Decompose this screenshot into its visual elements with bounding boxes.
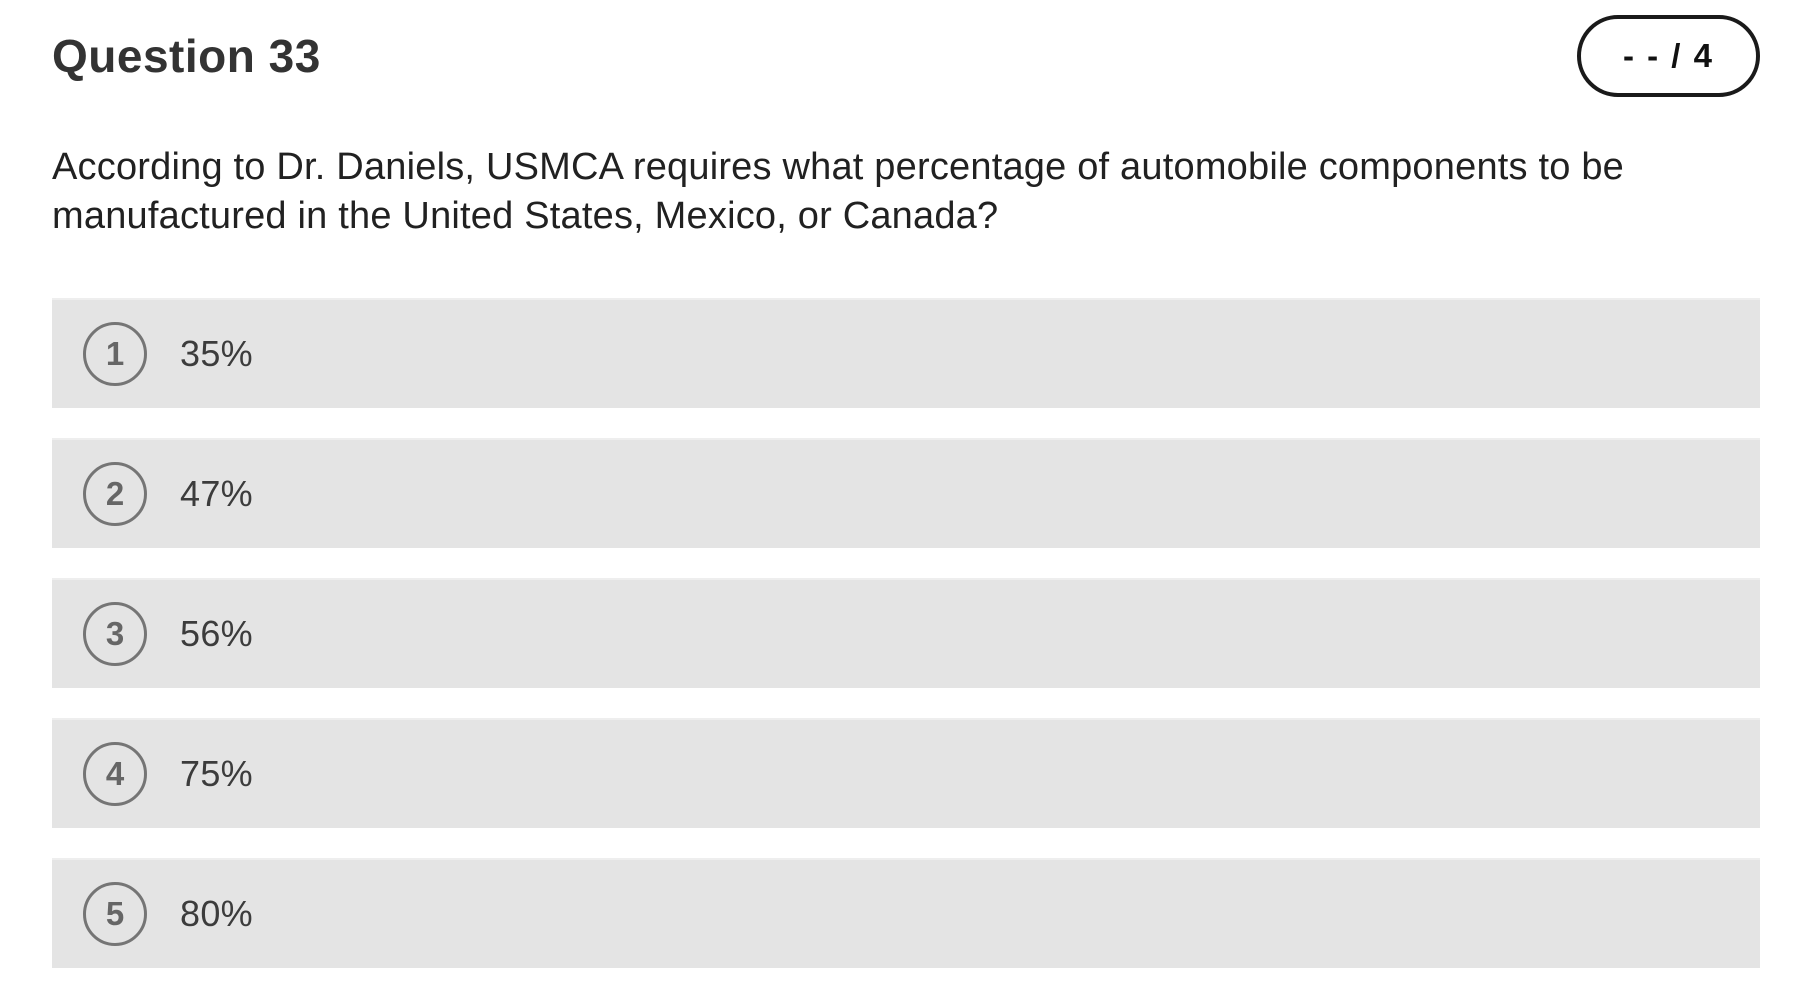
option-number-circle: 2 — [83, 462, 147, 527]
points-badge: - - / 4 — [1577, 15, 1760, 97]
question-text: According to Dr. Daniels, USMCA requires… — [52, 146, 1625, 237]
answer-option-1[interactable]: 1 35% — [52, 298, 1760, 409]
option-label: 80% — [180, 893, 253, 935]
page-title: Question 33 — [52, 30, 321, 82]
option-number-circle: 3 — [83, 602, 147, 667]
question-header: Question 33 - - / 4 — [52, 15, 1760, 97]
option-number-circle: 4 — [83, 742, 147, 807]
answer-option-2[interactable]: 2 47% — [52, 438, 1760, 549]
option-label: 56% — [180, 613, 253, 655]
answer-options-list: 1 35% 2 47% 3 56% 4 75% 5 80% — [52, 298, 1760, 969]
option-label: 47% — [180, 473, 253, 515]
option-number-circle: 5 — [83, 882, 147, 947]
answer-option-4[interactable]: 4 75% — [52, 718, 1760, 829]
answer-option-3[interactable]: 3 56% — [52, 578, 1760, 689]
option-label: 75% — [180, 753, 253, 795]
answer-option-5[interactable]: 5 80% — [52, 858, 1760, 969]
option-label: 35% — [180, 333, 253, 375]
option-number-circle: 1 — [83, 322, 147, 387]
